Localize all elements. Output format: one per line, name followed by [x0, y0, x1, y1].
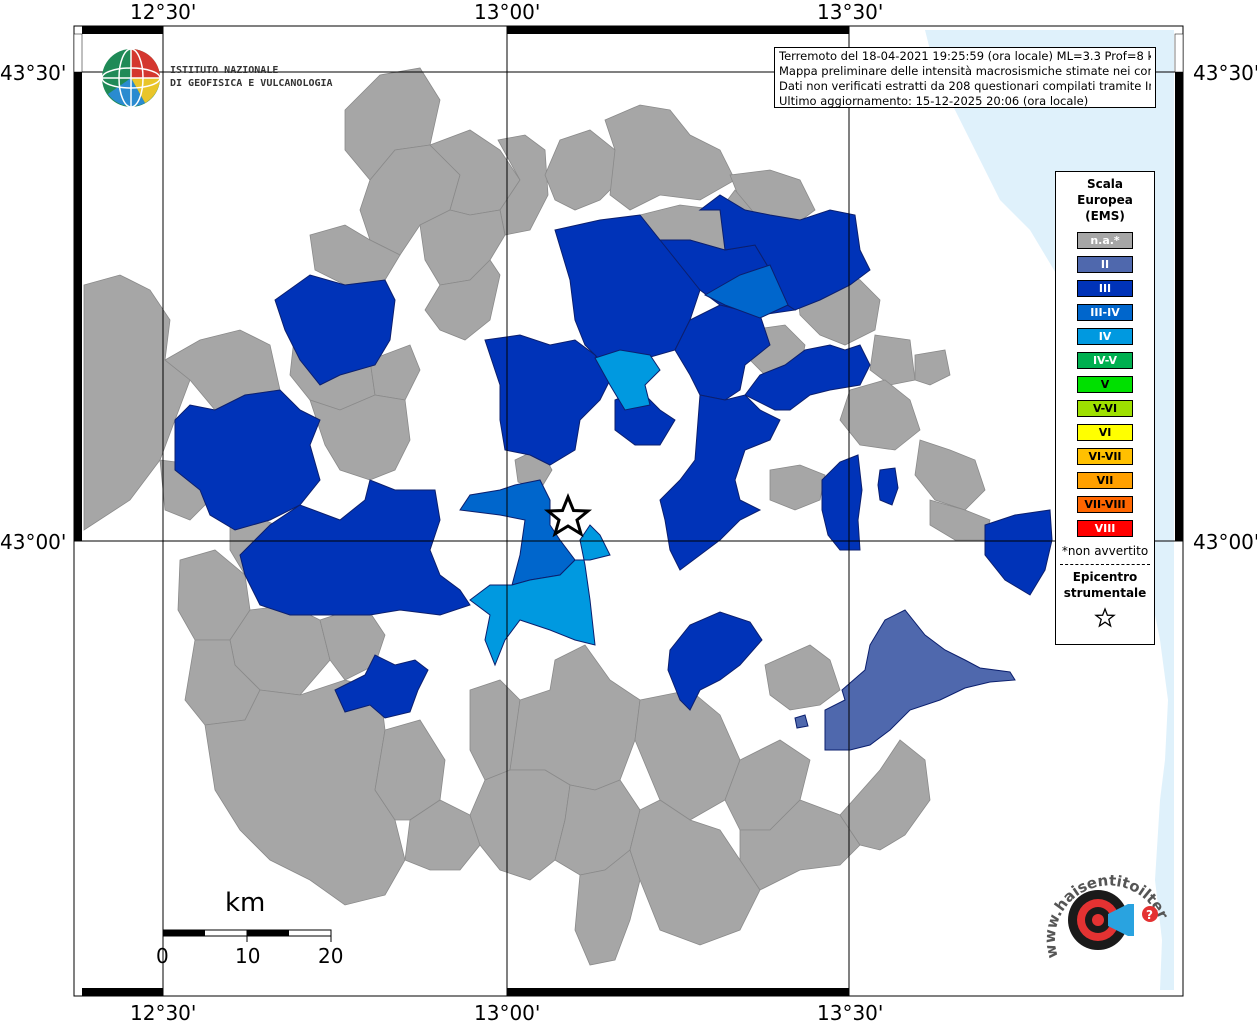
- haisentito-logo: www.haisentitoilterremoto.it ?: [1030, 838, 1178, 982]
- legend-star-icon: [1056, 607, 1154, 633]
- municipalities-iv: [469, 349, 661, 667]
- scale-tick-10: 10: [235, 944, 261, 968]
- legend-title: Scala Europea (EMS): [1056, 176, 1154, 224]
- map-frame: [73, 25, 1184, 997]
- legend-separator: [1060, 564, 1150, 565]
- question-icon: [1142, 906, 1158, 922]
- legend-item-4: IV: [1077, 328, 1133, 345]
- legend-item-2: III: [1077, 280, 1133, 297]
- legend-item-3: III-IV: [1077, 304, 1133, 321]
- lon-label-top-1: 12°30': [130, 0, 197, 24]
- lon-label-bottom-1: 12°30': [130, 1001, 197, 1025]
- scale-tick-0: 0: [156, 944, 169, 968]
- municipalities-not-felt: [83, 67, 991, 966]
- legend-epicenter-line2: strumentale: [1063, 586, 1147, 600]
- legend-epicenter-label: Epicentro strumentale: [1056, 569, 1154, 601]
- legend-item-1: II: [1077, 256, 1133, 273]
- scale-tick-20: 20: [318, 944, 344, 968]
- legend-title-line1: Scala: [1086, 177, 1124, 191]
- event-info-line4: Ultimo aggiornamento: 15-12-2025 20:06 (…: [779, 94, 1089, 108]
- scale-bar: [162, 929, 332, 942]
- legend-item-5: IV-V: [1077, 352, 1133, 369]
- event-info-line1: Terremoto del 18-04-2021 19:25:59 (ora l…: [779, 49, 1151, 63]
- municipalities-iii-iv: [459, 264, 789, 586]
- ingv-name-line2: DI GEOFISICA E VULCANOLOGIA: [170, 78, 333, 89]
- ingv-name-line1: ISTITUTO NAZIONALE: [170, 65, 279, 76]
- legend-items: n.a.* II III III-IV IV IV-V V V-VI VI VI-VII VII VI…: [1056, 232, 1154, 537]
- epicenter-star-icon: [543, 493, 593, 538]
- svg-text:?: ?: [1146, 908, 1153, 922]
- lat-label-right-1: 43°30': [1193, 61, 1257, 85]
- event-info-box: Terremoto del 18-04-2021 19:25:59 (ora l…: [774, 47, 1156, 108]
- lon-label-bottom-2: 13°00': [474, 1001, 541, 1025]
- legend-item-7: V-VI: [1077, 400, 1133, 417]
- municipalities-iii: [174, 194, 1053, 719]
- ems-legend: Scala Europea (EMS) n.a.* II III III-IV IV IV…: [1055, 171, 1155, 645]
- legend-item-6: V: [1077, 376, 1133, 393]
- ingv-logo: ISTITUTO NAZIONALE DI GEOFISICA E VULCAN…: [100, 46, 333, 110]
- legend-item-10: VII: [1077, 472, 1133, 489]
- legend-item-11: VII-VIII: [1077, 496, 1133, 513]
- lat-label-left-2: 43°00': [0, 530, 67, 554]
- municipalities-ii: [794, 609, 1016, 751]
- lat-label-left-1: 43°30': [0, 61, 67, 85]
- legend-epicenter-line1: Epicentro: [1072, 570, 1138, 584]
- event-info-line3: Dati non verificati estratti da 208 ques…: [779, 79, 1151, 93]
- lat-label-right-2: 43°00': [1193, 530, 1257, 554]
- lon-label-bottom-3: 13°30': [817, 1001, 884, 1025]
- legend-item-0: n.a.*: [1077, 232, 1133, 249]
- event-info-line2: Mappa preliminare delle intensità macros…: [779, 64, 1151, 78]
- legend-item-12: VIII: [1077, 520, 1133, 537]
- lon-label-top-2: 13°00': [474, 0, 541, 24]
- legend-item-9: VI-VII: [1077, 448, 1133, 465]
- legend-title-line2: Europea: [1077, 193, 1133, 207]
- legend-note: *non avvertito: [1061, 544, 1149, 558]
- ingv-globe-icon: [101, 48, 161, 108]
- legend-item-8: VI: [1077, 424, 1133, 441]
- legend-title-line3: (EMS): [1085, 209, 1125, 223]
- lon-label-top-3: 13°30': [817, 0, 884, 24]
- scale-unit-label: km: [225, 888, 266, 918]
